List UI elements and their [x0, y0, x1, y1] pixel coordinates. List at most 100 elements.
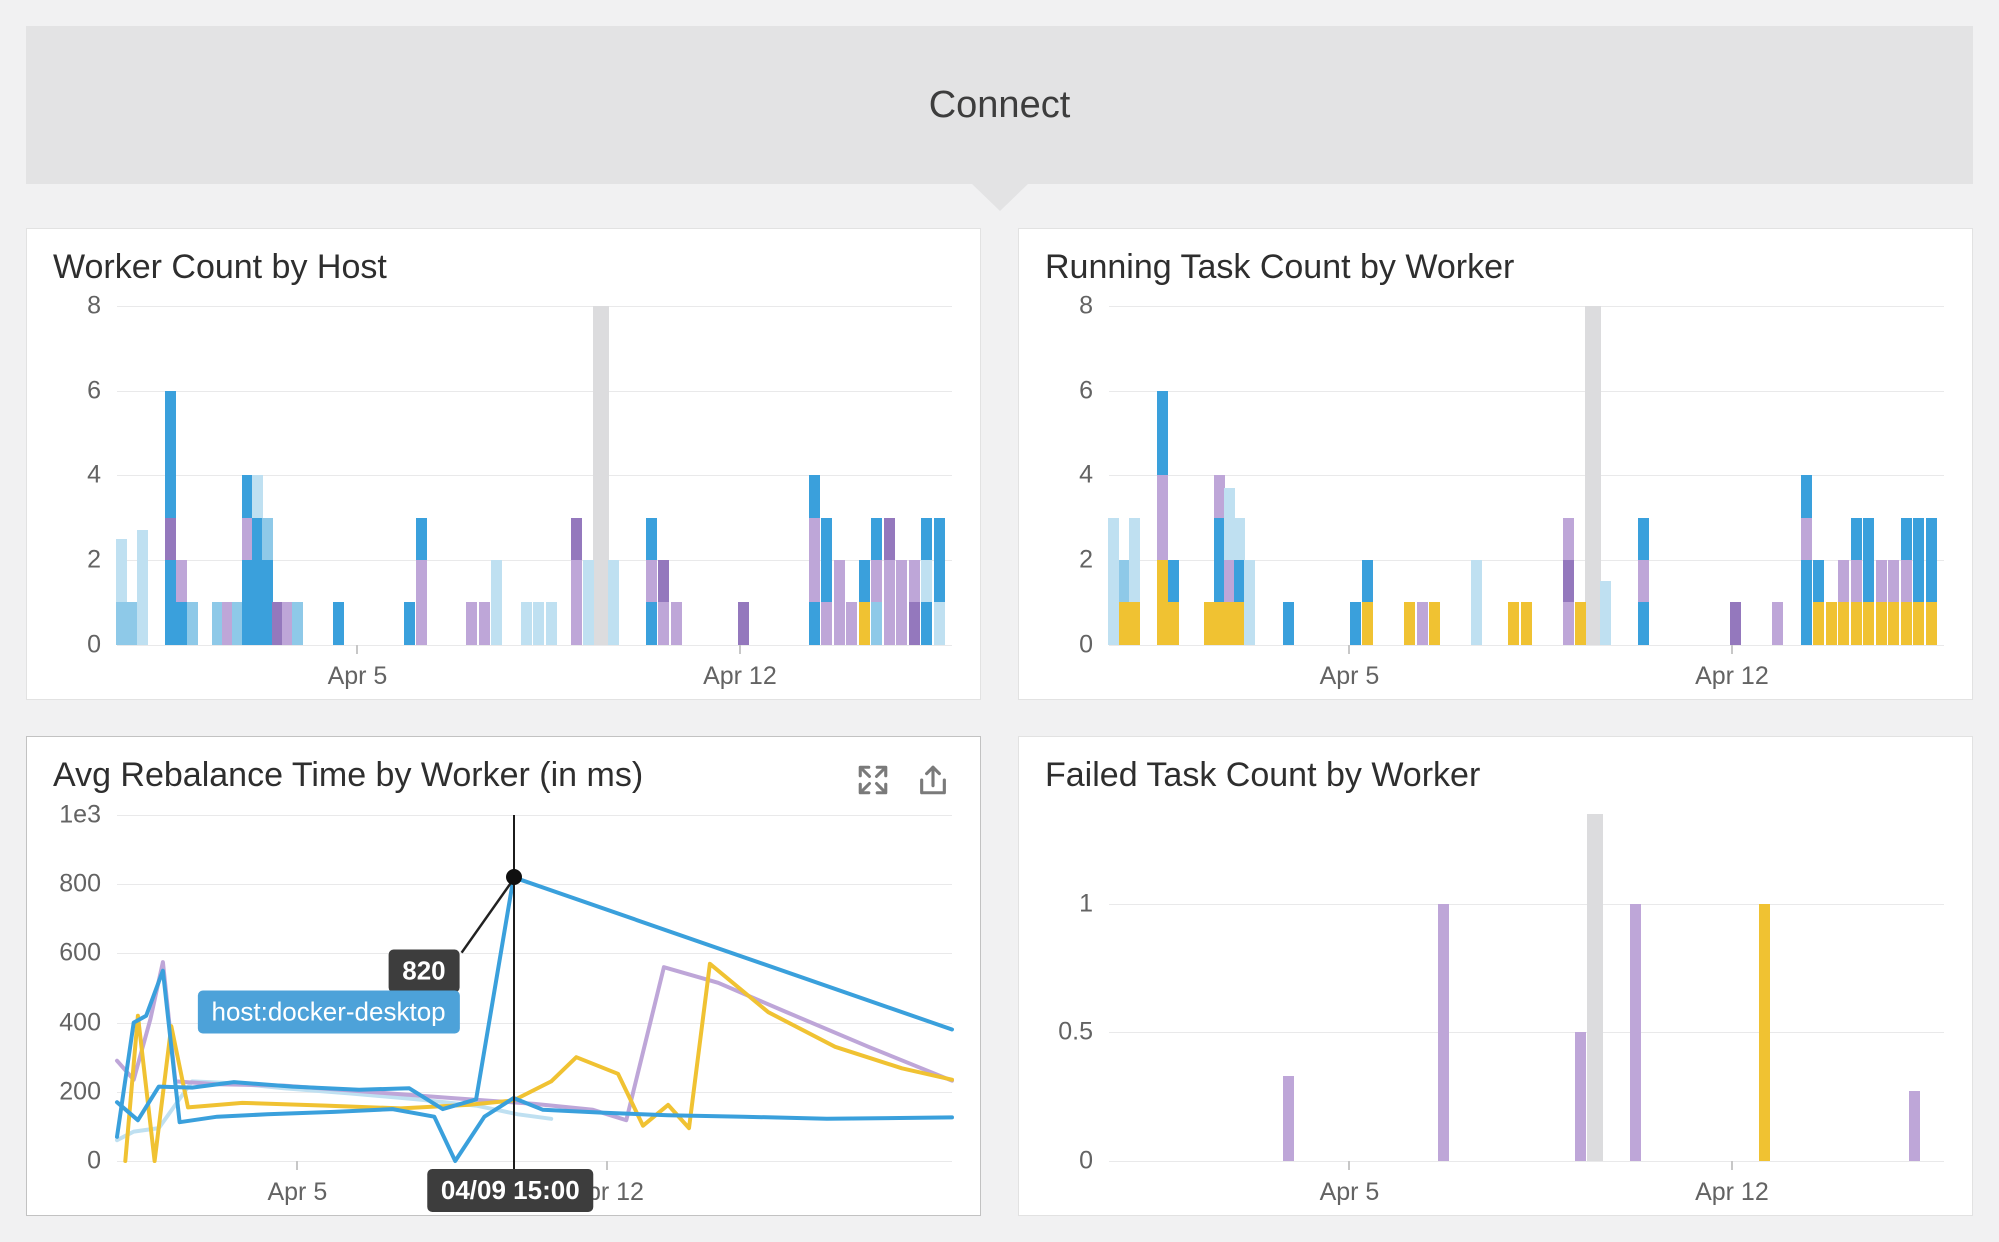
grid-line	[117, 1022, 952, 1024]
chart-avg-rebalance-time[interactable]: 0 200 400 600 800 1e3 Apr 5 Apr 12 820 host:docke…	[27, 801, 980, 1215]
panel-title-avg-rebalance-time: Avg Rebalance Time by Worker (in ms)	[53, 756, 644, 794]
bar-segment	[1243, 560, 1255, 645]
hover-highlight-band	[1585, 305, 1602, 645]
bar-segment	[1888, 602, 1900, 645]
bar-segment	[164, 560, 176, 645]
bar-segment	[211, 602, 223, 645]
bar-segment	[1223, 488, 1235, 561]
bar-segment	[1437, 903, 1449, 1161]
bar-segment	[1129, 602, 1141, 645]
bar-segment	[1909, 1091, 1921, 1161]
bar-segment	[416, 517, 428, 561]
bar-segment	[1118, 602, 1130, 645]
bar-segment	[1118, 560, 1130, 603]
bar-segment	[1416, 602, 1428, 645]
line-series-3	[123, 961, 954, 1163]
bar-segment	[520, 602, 532, 645]
bar-segment	[478, 602, 490, 645]
x-axis-tick	[738, 644, 741, 654]
bar-segment	[921, 560, 933, 603]
bar-segment	[1913, 602, 1925, 645]
bar-segment	[1813, 602, 1825, 645]
chart-running-task-count[interactable]: 0 2 4 6 8 Apr 5 Apr 12	[1019, 291, 1972, 699]
bar-segment	[670, 602, 682, 645]
chart-worker-count-by-host[interactable]: 0 2 4 6 8 Apr 5 Apr 12	[27, 291, 980, 699]
tooltip-connector	[460, 882, 512, 954]
bar-segment	[933, 602, 945, 645]
x-axis-tick	[1348, 644, 1351, 654]
expand-icon[interactable]	[856, 763, 890, 797]
bar-segment	[1562, 517, 1574, 561]
bar-segment	[871, 602, 883, 645]
grid-line	[117, 644, 952, 646]
y-axis-label: 0	[87, 1146, 101, 1175]
bar-segment	[846, 602, 858, 645]
bar-segment	[1729, 602, 1741, 645]
x-axis-label: Apr 5	[1319, 1177, 1380, 1206]
bar-segment	[1521, 602, 1532, 645]
bar-segment	[570, 517, 582, 561]
hover-highlight-band	[1586, 813, 1603, 1161]
connect-caret-icon	[970, 183, 1029, 211]
bar-segment	[1800, 475, 1812, 518]
bar-segment	[1758, 903, 1770, 1161]
bar-segment	[1508, 602, 1520, 645]
bar-segment	[332, 602, 344, 645]
bar-segment	[251, 517, 263, 645]
bar-segment	[1850, 517, 1862, 561]
bar-segment	[921, 517, 933, 561]
tooltip-value: 820	[388, 949, 460, 993]
bar-segment	[1637, 560, 1649, 603]
grid-line	[1109, 305, 1944, 307]
y-axis-label: 0.5	[1058, 1017, 1093, 1046]
bar-segment	[261, 517, 273, 561]
connect-label: Connect	[928, 83, 1071, 126]
export-icon[interactable]	[916, 763, 950, 797]
bar-segment	[1233, 560, 1245, 603]
bar-segment	[1925, 602, 1937, 645]
bar-segment	[231, 602, 243, 645]
bar-segment	[933, 517, 945, 603]
bar-segment	[1850, 602, 1862, 645]
bar-segment	[1156, 390, 1168, 476]
bar-segment	[281, 602, 293, 645]
panel-header: Failed Task Count by Worker	[1019, 737, 1972, 800]
bar-segment	[858, 560, 870, 603]
bar-segment	[1800, 517, 1812, 561]
connect-header[interactable]: Connect	[26, 26, 1973, 211]
bar-segment	[1429, 602, 1441, 645]
crosshair-line	[512, 815, 515, 1187]
bar-segment	[871, 517, 883, 561]
bar-segment	[1283, 602, 1295, 645]
y-axis-label: 6	[87, 376, 101, 405]
grid-line	[117, 475, 952, 477]
bar-segment	[808, 475, 820, 518]
line-chart-canvas	[115, 875, 954, 1163]
grid-line	[117, 560, 952, 562]
grid-line	[117, 1091, 952, 1093]
bar-segment	[1888, 560, 1900, 603]
chart-failed-task-count[interactable]: 0 0.5 1 Apr 5 Apr 12	[1019, 800, 1972, 1215]
grid-line	[1109, 560, 1944, 562]
bar-segment	[871, 560, 883, 603]
bar-segment	[658, 602, 670, 645]
bar-segment	[1404, 602, 1416, 645]
bar-segment	[883, 517, 895, 561]
bar-segment	[1600, 581, 1612, 645]
bar-segment	[645, 602, 657, 645]
bar-segment	[1637, 602, 1649, 645]
x-axis-tick	[606, 1161, 609, 1170]
bar-segment	[241, 475, 253, 518]
bar-segment	[808, 602, 820, 645]
x-axis-tick	[1730, 644, 1733, 654]
tooltip-timestamp: 04/09 15:00	[426, 1169, 594, 1212]
bar-segment	[1213, 475, 1225, 518]
grid-line	[117, 305, 952, 307]
x-axis-label: Apr 5	[327, 661, 388, 690]
bar-segment	[491, 560, 503, 645]
panel-failed-task-count: Failed Task Count by Worker 0 0.5 1 Apr 5 Ap…	[1018, 736, 1973, 1216]
dashboard-grid: Worker Count by Host 0 2 4 6 8 Apr 5 Apr 12 Ru…	[26, 228, 1973, 1216]
x-axis-label: Apr 12	[1695, 661, 1769, 690]
bar-segment	[533, 602, 545, 645]
bar-segment	[466, 602, 478, 645]
